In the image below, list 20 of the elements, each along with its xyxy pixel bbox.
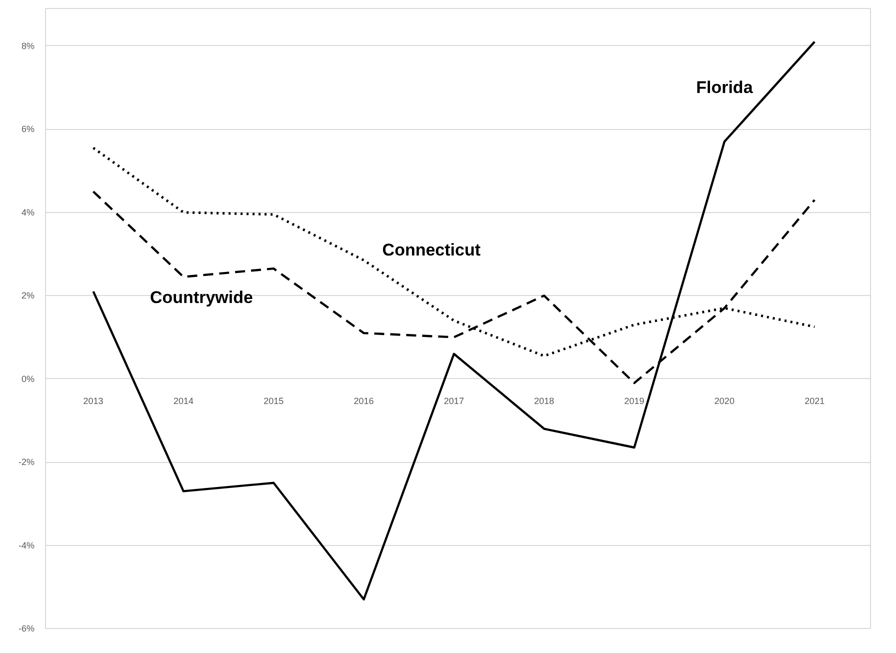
x-tick-label: 2018 [534, 396, 554, 406]
x-tick-label: 2019 [624, 396, 644, 406]
series-label: Florida [696, 78, 754, 98]
y-tick-label: 2% [21, 290, 35, 301]
x-tick-label: 2020 [714, 396, 734, 406]
x-tick-label: 2013 [83, 396, 104, 406]
series-label: Countrywide [150, 288, 253, 308]
x-tick-label: 2014 [173, 396, 194, 406]
y-tick-label: 0% [21, 374, 35, 384]
y-tick-label: 8% [21, 40, 35, 51]
y-tick-label: 4% [21, 207, 35, 218]
x-tick-label: 2021 [804, 396, 825, 406]
series-label: Connecticut [382, 240, 481, 260]
x-tick-label: 2016 [354, 396, 374, 406]
x-tick-label: 2015 [264, 396, 284, 406]
x-tick-label: 2017 [444, 396, 464, 406]
y-tick-label: -4% [18, 540, 35, 550]
y-tick-label: -2% [18, 457, 35, 468]
y-tick-label: -6% [18, 624, 35, 634]
y-tick-label: 6% [21, 124, 35, 134]
